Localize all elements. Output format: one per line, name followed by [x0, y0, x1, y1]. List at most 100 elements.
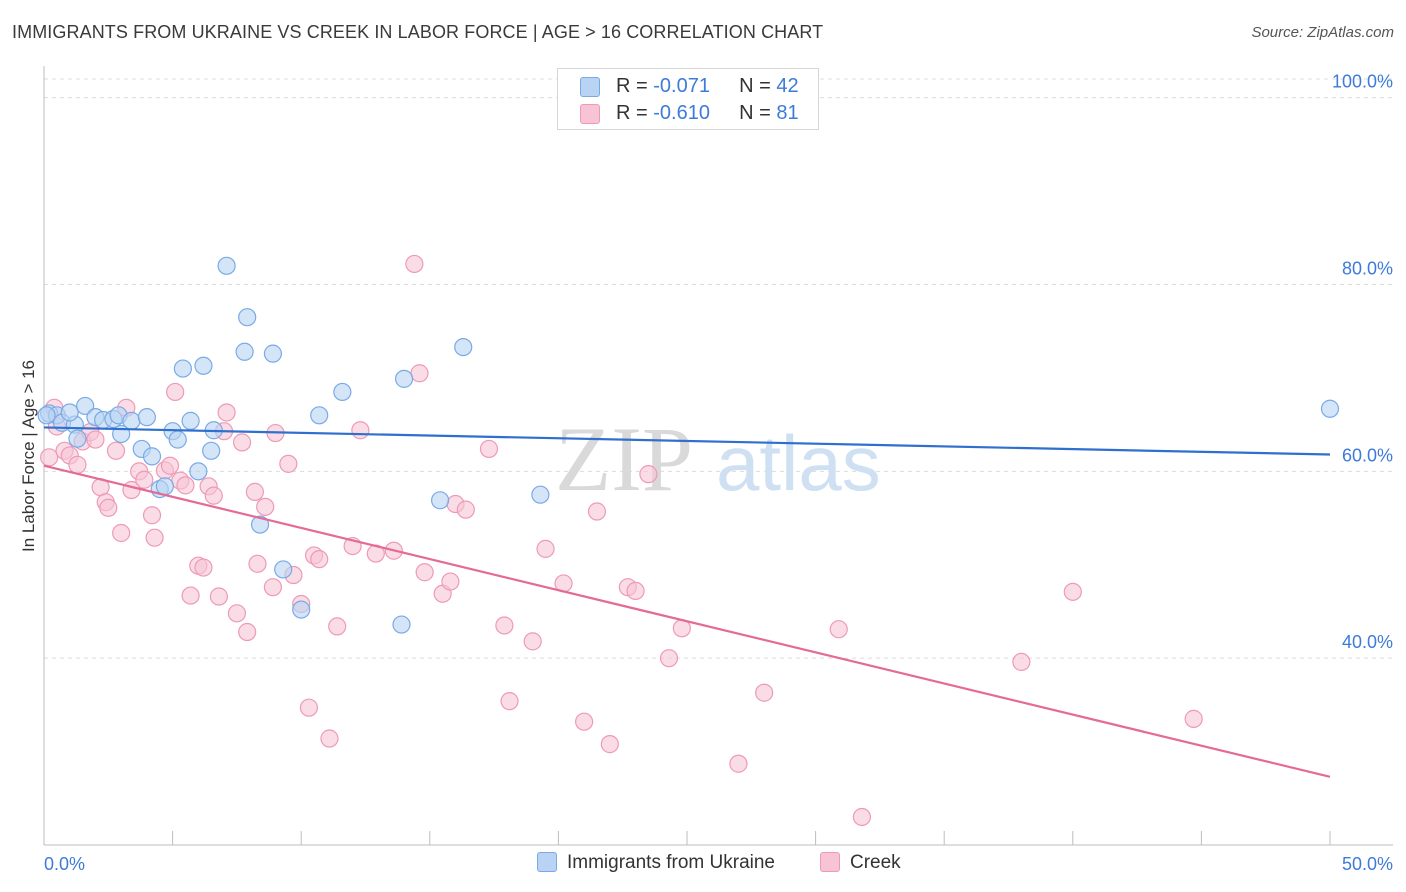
point-ukraine [392, 615, 411, 634]
points-layer [37, 254, 1340, 827]
point-ukraine [274, 560, 293, 579]
point-ukraine [194, 356, 213, 375]
source-credit: Source: ZipAtlas.com [1251, 24, 1394, 41]
legend-n-value-creek: 81 [776, 102, 799, 124]
x-tick-label-max: 50.0% [1342, 854, 1393, 874]
point-creek [639, 465, 658, 484]
point-ukraine [155, 477, 174, 496]
point-creek [415, 563, 434, 582]
point-ukraine [60, 403, 79, 422]
point-ukraine [250, 515, 270, 534]
point-creek [40, 448, 59, 467]
point-creek [227, 604, 246, 623]
correlation-legend: R = -0.071 N = 42 R = -0.610 N = 81 [557, 68, 819, 130]
point-creek [659, 649, 679, 668]
point-creek [135, 470, 154, 489]
trend-layer [43, 426, 1331, 778]
point-ukraine [235, 342, 254, 361]
point-creek [176, 476, 195, 495]
point-ukraine [168, 430, 187, 449]
y-axis-label: In Labor Force | Age > 16 [19, 360, 38, 552]
point-creek [320, 729, 339, 748]
bottom-legend-label-creek: Creek [850, 852, 901, 873]
grid-layer [44, 78, 1393, 659]
point-creek [410, 364, 429, 383]
point-ukraine [430, 491, 450, 510]
point-ukraine [37, 406, 56, 425]
point-creek [209, 587, 228, 606]
point-ukraine [68, 429, 87, 448]
y-tick-label: 100.0% [1332, 72, 1393, 92]
point-ukraine [76, 396, 95, 416]
point-ukraine [394, 369, 414, 388]
point-ukraine [217, 256, 236, 275]
point-creek [248, 554, 267, 573]
bottom-legend-creek: Creek [820, 852, 901, 874]
point-creek [217, 403, 236, 422]
point-creek [587, 502, 607, 521]
point-creek [194, 558, 213, 577]
trend-line-ukraine [43, 426, 1331, 456]
point-creek [1184, 709, 1203, 728]
point-ukraine [1320, 399, 1340, 418]
point-creek [279, 454, 298, 473]
chart-title: IMMIGRANTS FROM UKRAINE VS CREEK IN LABO… [12, 22, 824, 42]
point-creek [755, 683, 774, 702]
point-creek [500, 692, 519, 711]
point-creek [536, 539, 555, 558]
legend-n-label: N = [739, 75, 777, 97]
point-creek [626, 581, 645, 601]
bottom-legend-swatch-creek [820, 852, 840, 872]
point-creek [328, 617, 347, 636]
point-creek [729, 754, 748, 773]
point-ukraine [189, 462, 208, 481]
legend-r-label: R = [616, 102, 654, 124]
legend-swatch-ukraine [580, 77, 600, 97]
point-creek [575, 712, 594, 731]
point-creek [245, 482, 265, 501]
point-creek [852, 807, 871, 827]
point-ukraine [173, 359, 192, 378]
point-creek [181, 586, 200, 605]
watermark-zip: ZIP [555, 408, 693, 510]
x-tick-label-min: 0.0% [44, 854, 85, 874]
point-creek [204, 486, 223, 505]
bottom-legend-label-ukraine: Immigrants from Ukraine [567, 852, 775, 873]
bottom-legend-ukraine: Immigrants from Ukraine [537, 852, 775, 874]
point-ukraine [202, 441, 221, 460]
point-creek [86, 430, 105, 449]
point-creek [106, 441, 126, 460]
point-ukraine [142, 447, 162, 466]
trend-line-creek [43, 464, 1331, 778]
point-ukraine [137, 408, 156, 427]
point-creek [142, 506, 162, 525]
point-creek [232, 433, 252, 452]
y-tick-label: 80.0% [1342, 259, 1393, 279]
point-ukraine [292, 600, 311, 619]
point-creek [256, 497, 275, 516]
bottom-legend-swatch-ukraine [537, 852, 557, 872]
point-creek [1063, 582, 1082, 601]
legend-n-label: N = [739, 102, 777, 124]
legend-swatch-creek [580, 104, 600, 124]
point-ukraine [531, 485, 550, 504]
point-creek [99, 498, 118, 517]
point-creek [495, 616, 514, 635]
point-creek [68, 455, 87, 474]
point-creek [112, 523, 131, 543]
point-creek [479, 439, 499, 459]
point-ukraine [263, 344, 283, 363]
point-creek [405, 254, 424, 274]
point-ukraine [238, 308, 257, 327]
y-tick-label: 60.0% [1342, 445, 1393, 465]
point-ukraine [333, 382, 352, 402]
point-creek [160, 456, 180, 475]
point-creek [238, 622, 257, 642]
point-creek [263, 578, 283, 597]
point-creek [145, 528, 164, 547]
watermark-atlas: atlas [716, 419, 881, 507]
point-creek [600, 735, 619, 754]
y-tick-label: 40.0% [1342, 632, 1393, 652]
legend-r-value-creek: -0.610 [653, 102, 710, 124]
